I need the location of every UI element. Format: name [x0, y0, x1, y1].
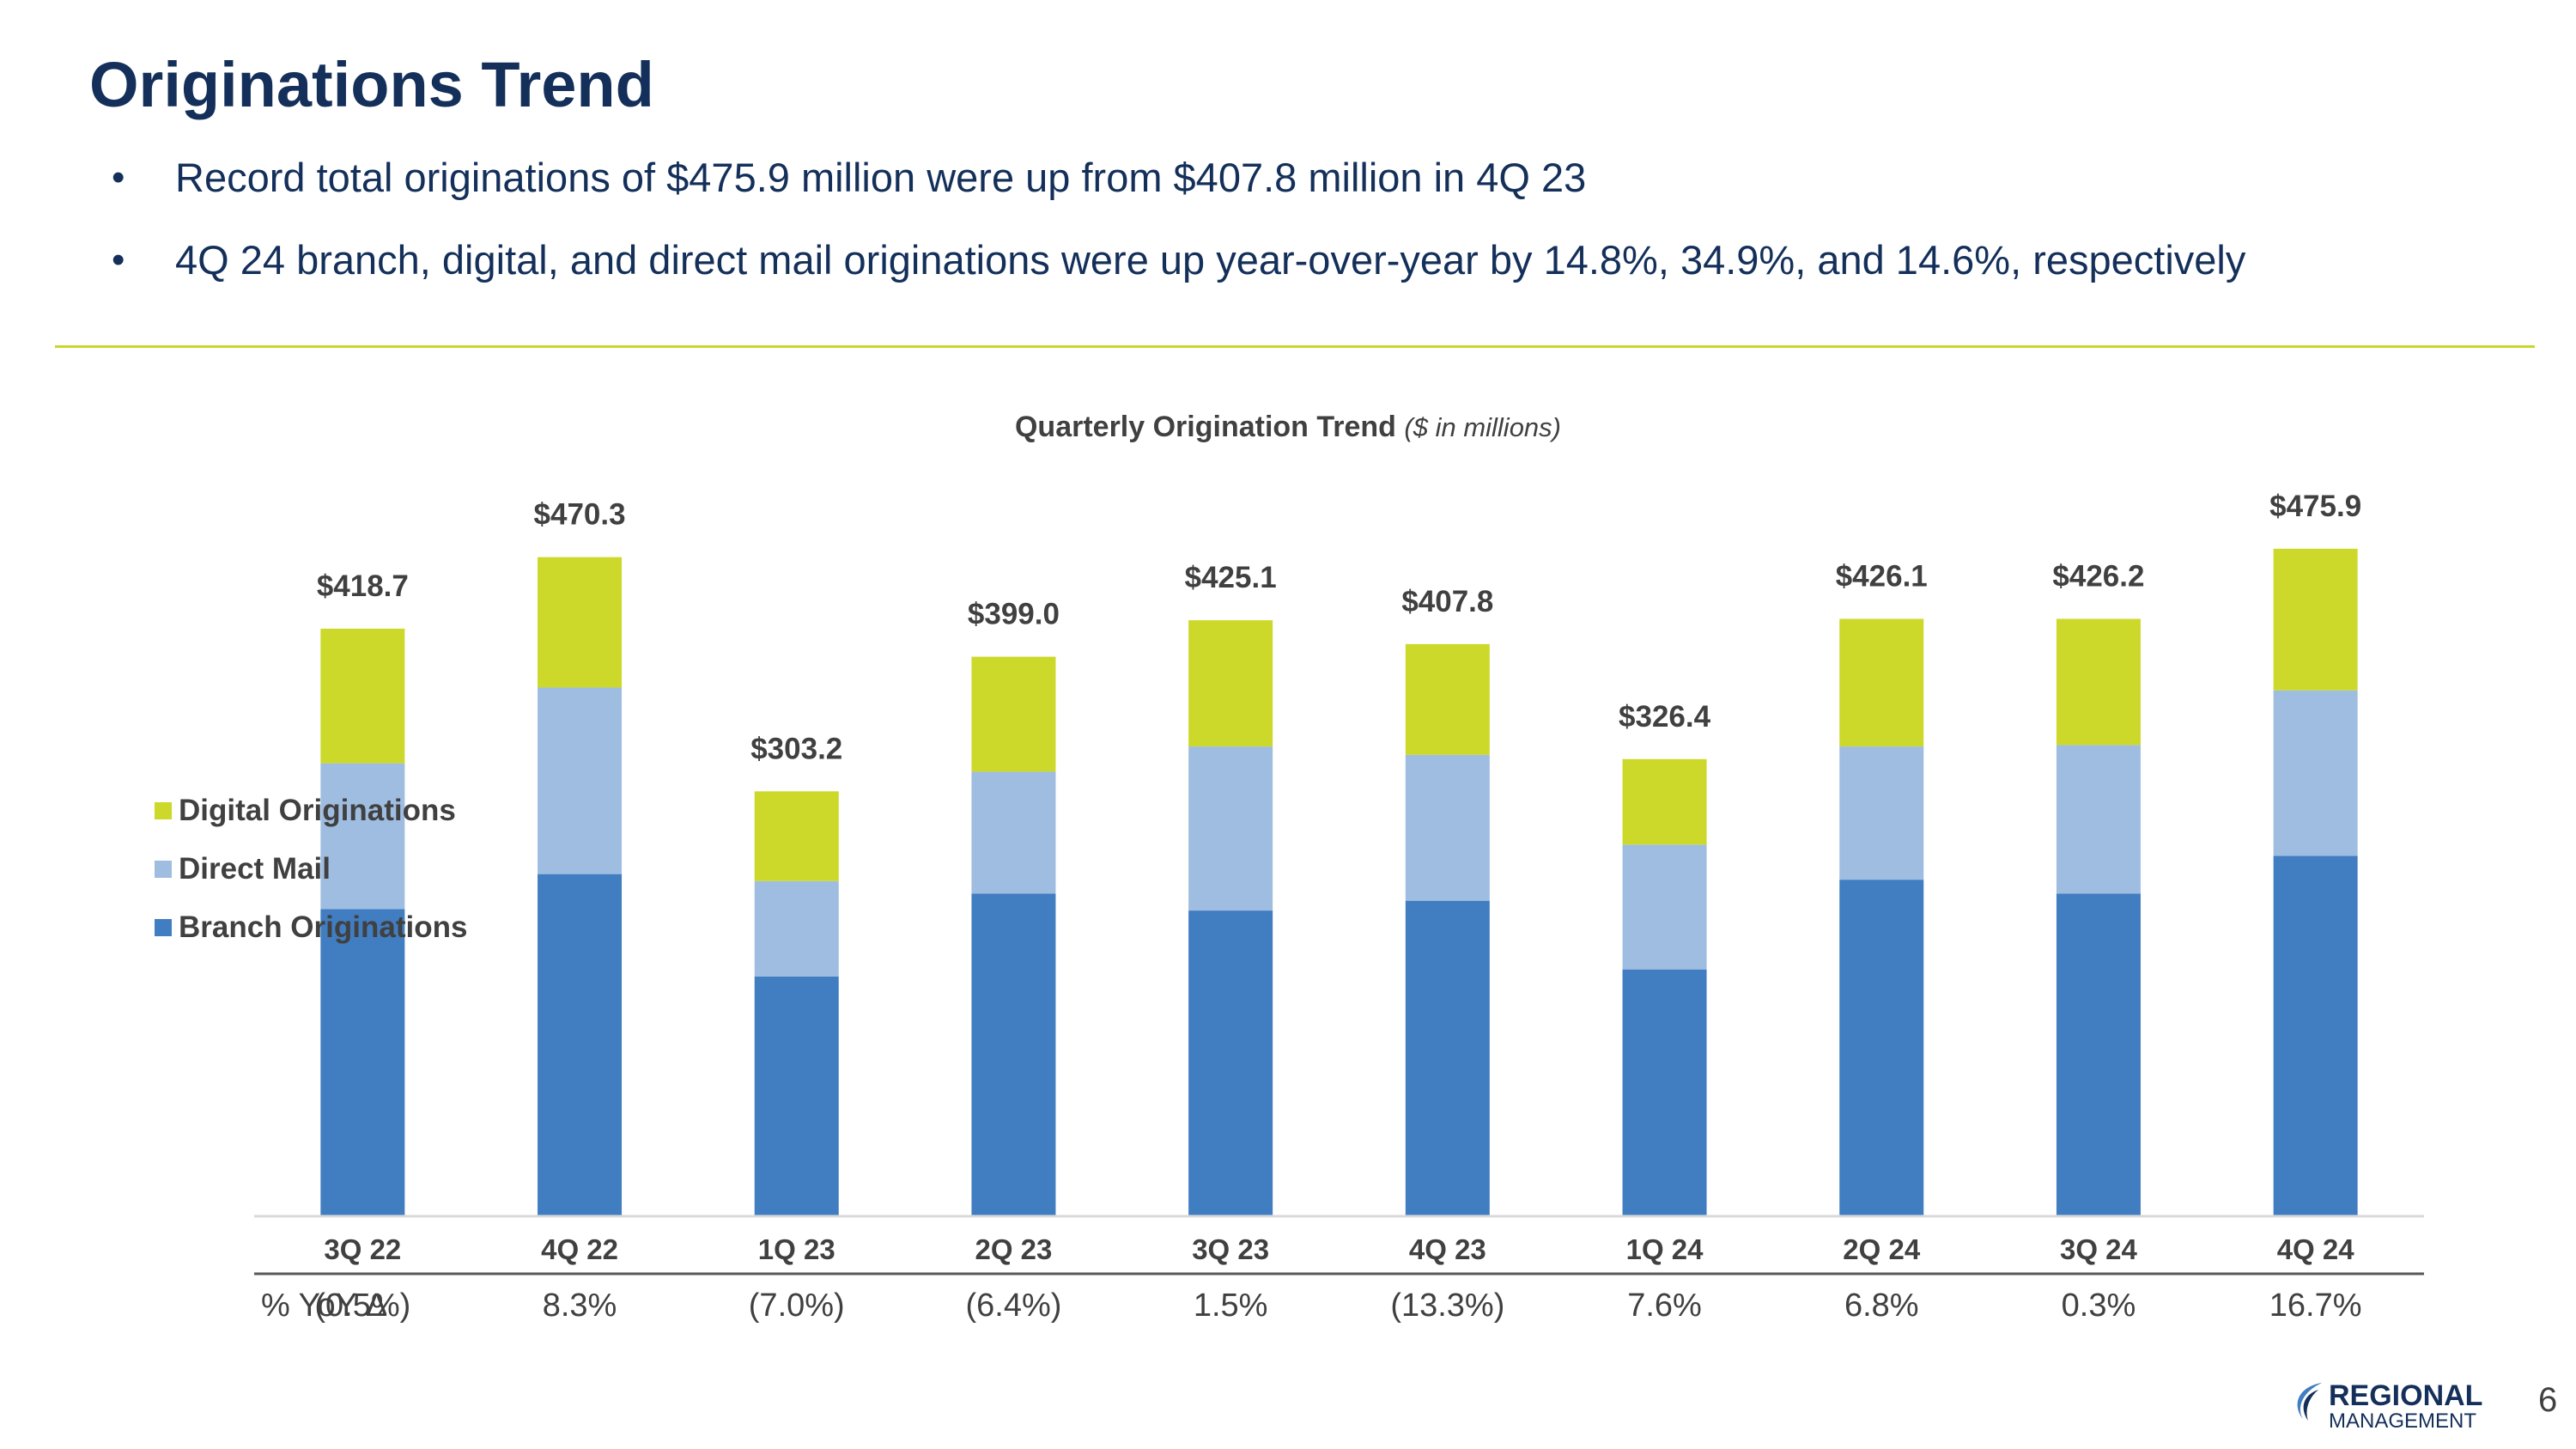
bar-segment-branch-originations	[1839, 880, 1924, 1216]
bar-segment-branch-originations	[1405, 900, 1490, 1216]
bar-segment-direct-mail	[2273, 690, 2358, 856]
bar-segment-branch-originations	[538, 874, 623, 1216]
chart-title-main: Quarterly Origination Trend	[1014, 411, 1396, 443]
legend-swatch-digital	[155, 802, 172, 819]
bar-segment-digital-originations	[754, 791, 839, 881]
bar-segment-branch-originations	[2056, 893, 2141, 1216]
yoy-value: 6.8%	[1844, 1288, 1919, 1324]
bar-segment-direct-mail	[320, 763, 405, 910]
legend-label-branch: Branch Originations	[179, 910, 468, 944]
bar-total-label: $303.2	[750, 732, 842, 765]
slide-title: Originations Trend	[89, 49, 654, 120]
bullet-item: • Record total originations of $475.9 mi…	[112, 153, 2245, 203]
legend-item-digital: Digital Originations	[155, 782, 467, 840]
bar-segment-direct-mail	[538, 687, 623, 874]
bar-total-label: $399.0	[968, 598, 1060, 631]
yoy-value: 1.5%	[1194, 1288, 1268, 1324]
yoy-value: (7.0%)	[749, 1288, 845, 1324]
bar-segment-digital-originations	[1405, 643, 1490, 755]
divider-line	[55, 345, 2535, 348]
bar-total-label: $426.2	[2052, 559, 2144, 593]
bullet-item: • 4Q 24 branch, digital, and direct mail…	[112, 235, 2245, 285]
bullet-dot: •	[112, 239, 125, 281]
x-tick-label: 2Q 23	[975, 1233, 1052, 1265]
legend-swatch-branch	[155, 919, 172, 936]
legend-item-branch: Branch Originations	[155, 898, 467, 957]
bar-segment-branch-originations	[320, 909, 405, 1216]
chart-legend: Digital Originations Direct Mail Branch …	[155, 782, 467, 957]
bar-segment-digital-originations	[2056, 618, 2141, 746]
bar-segment-digital-originations	[1622, 758, 1707, 845]
bar-total-label: $426.1	[1836, 559, 1928, 593]
yoy-value: (6.4%)	[965, 1288, 1061, 1324]
regional-management-logo: REGIONAL MANAGEMENT	[2297, 1379, 2482, 1433]
x-tick-label: 4Q 22	[541, 1233, 618, 1265]
bar-segment-direct-mail	[1622, 844, 1707, 970]
legend-label-direct-mail: Direct Mail	[179, 852, 331, 886]
bar-segment-digital-originations	[538, 557, 623, 688]
bar-total-label: $475.9	[2269, 490, 2361, 523]
x-tick-label: 3Q 22	[324, 1233, 401, 1265]
bullet-text: 4Q 24 branch, digital, and direct mail o…	[175, 237, 2246, 283]
legend-item-direct-mail: Direct Mail	[155, 840, 467, 898]
yoy-value: 7.6%	[1627, 1288, 1702, 1324]
yoy-value: (0.5%)	[314, 1288, 410, 1324]
yoy-value: 0.3%	[2062, 1288, 2136, 1324]
x-tick-label: 4Q 23	[1409, 1233, 1486, 1265]
x-tick-label: 4Q 24	[2277, 1233, 2355, 1265]
bullet-list: • Record total originations of $475.9 mi…	[112, 153, 2245, 318]
x-tick-label: 3Q 24	[2060, 1233, 2138, 1265]
bar-segment-digital-originations	[320, 628, 405, 764]
bar-segment-direct-mail	[1405, 754, 1490, 901]
bar-total-label: $418.7	[317, 569, 409, 603]
x-tick-label: 3Q 23	[1192, 1233, 1269, 1265]
bar-total-label: $470.3	[534, 498, 626, 532]
x-tick-label: 1Q 24	[1626, 1233, 1704, 1265]
bar-segment-direct-mail	[971, 771, 1056, 894]
bar-segment-branch-originations	[971, 893, 1056, 1216]
svg-text:MANAGEMENT: MANAGEMENT	[2329, 1409, 2476, 1433]
bullet-dot: •	[112, 156, 125, 198]
bullet-text: Record total originations of $475.9 mill…	[175, 155, 1587, 200]
chart-title-subtitle: ($ in millions)	[1404, 412, 1562, 442]
yoy-value: 8.3%	[543, 1288, 617, 1324]
yoy-value: (13.3%)	[1390, 1288, 1504, 1324]
bar-segment-direct-mail	[1188, 746, 1273, 911]
bar-segment-branch-originations	[1622, 969, 1707, 1216]
yoy-value: 16.7%	[2269, 1288, 2362, 1324]
bar-segment-digital-originations	[1839, 618, 1924, 747]
bar-total-label: $326.4	[1619, 700, 1711, 734]
bar-segment-digital-originations	[2273, 548, 2358, 691]
yoy-row-label: % YoY Δ	[261, 1288, 387, 1324]
page-number: 6	[2538, 1381, 2558, 1419]
bar-segment-direct-mail	[754, 880, 839, 977]
bar-segment-direct-mail	[1839, 746, 1924, 880]
legend-label-digital: Digital Originations	[179, 794, 456, 827]
bar-total-label: $425.1	[1185, 561, 1277, 594]
x-tick-label: 1Q 23	[758, 1233, 835, 1265]
legend-swatch-direct-mail	[155, 861, 172, 878]
bar-segment-digital-originations	[971, 656, 1056, 772]
x-tick-label: 2Q 24	[1843, 1233, 1921, 1265]
bar-segment-branch-originations	[1188, 910, 1273, 1216]
chart-title: Quarterly Origination Trend ($ in millio…	[0, 411, 2576, 444]
bar-segment-branch-originations	[754, 976, 839, 1216]
bar-segment-direct-mail	[2056, 745, 2141, 894]
svg-text:REGIONAL: REGIONAL	[2329, 1379, 2482, 1412]
bar-segment-branch-originations	[2273, 855, 2358, 1216]
bar-segment-digital-originations	[1188, 620, 1273, 747]
bar-total-label: $407.8	[1401, 585, 1493, 618]
